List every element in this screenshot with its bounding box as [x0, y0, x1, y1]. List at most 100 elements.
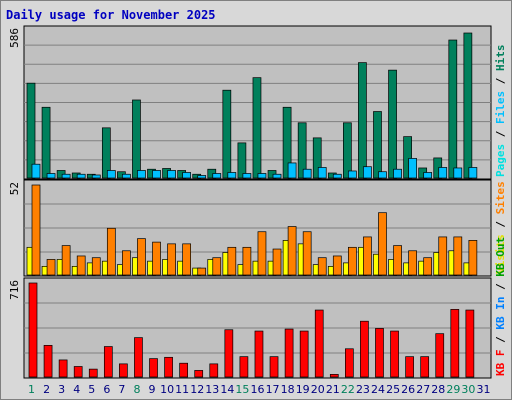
panel-visits-max-label: 52 — [8, 182, 21, 195]
x-tick-label: 30 — [461, 383, 475, 396]
legend-separator: / — [494, 277, 507, 297]
x-tick-label: 18 — [281, 383, 295, 396]
bar-sites-day-28 — [438, 236, 448, 276]
x-tick-label: 22 — [341, 383, 355, 396]
x-tick-label: 24 — [371, 383, 385, 396]
bar-sites-day-22 — [348, 246, 357, 276]
bar-kb-f-day-3 — [58, 359, 68, 378]
bar-sites-day-5 — [91, 257, 101, 276]
x-tick-label: 9 — [149, 383, 156, 396]
bar-files-day-12 — [197, 175, 207, 179]
bar-files-day-30 — [468, 167, 478, 179]
x-tick-label: 10 — [160, 383, 174, 396]
panel-hits: 586 Pages / Files / Hits — [8, 25, 507, 180]
x-tick-label: 13 — [205, 383, 219, 396]
bar-kb-f-day-10 — [164, 356, 173, 378]
bar-hits-day-16 — [252, 77, 262, 179]
bar-kb-f-day-15 — [239, 356, 249, 378]
bar-kb-f-day-24 — [375, 328, 384, 378]
bar-files-day-1 — [31, 163, 41, 179]
bar-kb-f-day-29 — [450, 309, 460, 378]
bar-sites-day-11 — [182, 243, 191, 276]
bar-hits-day-29 — [448, 39, 458, 179]
legend-entry-sites: Sites — [494, 181, 507, 214]
bar-files-day-5 — [91, 174, 101, 179]
bar-kb-f-day-21 — [329, 374, 339, 378]
bar-hits-day-20 — [312, 137, 322, 179]
x-tick-label: 20 — [311, 383, 325, 396]
bar-files-day-14 — [227, 172, 237, 179]
x-tick-label: 31 — [476, 383, 490, 396]
x-tick-label: 6 — [103, 383, 110, 396]
bar-hits-day-25 — [388, 69, 397, 179]
legend-separator: / — [494, 124, 507, 144]
bar-sites-day-23 — [363, 236, 372, 276]
bar-files-day-7 — [122, 173, 131, 179]
bar-sites-day-1 — [31, 184, 41, 276]
legend-separator: / — [494, 330, 507, 350]
bar-kb-f-day-9 — [149, 358, 158, 378]
bar-kb-f-day-28 — [435, 333, 445, 378]
bar-files-day-29 — [453, 167, 463, 179]
bar-hits-day-8 — [132, 99, 141, 179]
x-tick-label: 17 — [266, 383, 280, 396]
x-tick-label: 14 — [220, 383, 234, 396]
bar-sites-day-21 — [332, 255, 342, 276]
bar-kb-f-day-20 — [314, 309, 324, 378]
bar-hits-day-18 — [282, 106, 292, 179]
bar-sites-day-2 — [46, 259, 56, 276]
x-tick-label: 3 — [58, 383, 65, 396]
bar-sites-day-18 — [287, 226, 297, 276]
x-tick-label: 16 — [251, 383, 265, 396]
chart-title: Daily usage for November 2025 — [6, 8, 216, 22]
legend-entry-kb-in: KB In — [494, 297, 507, 330]
bar-files-day-27 — [423, 172, 433, 179]
bar-files-day-15 — [242, 173, 252, 179]
x-tick-label: 11 — [175, 383, 189, 396]
panel-hits-legend: Pages / Files / Hits — [494, 45, 507, 178]
bar-kb-f-day-23 — [360, 320, 369, 378]
bar-sites-day-7 — [122, 250, 131, 276]
bar-kb-f-day-18 — [284, 328, 294, 378]
bar-kb-f-day-12 — [194, 370, 204, 378]
bar-sites-day-4 — [76, 255, 86, 276]
bar-kb-f-day-2 — [43, 345, 53, 378]
x-tick-label: 19 — [296, 383, 310, 396]
legend-entry-hits: Hits — [494, 45, 507, 72]
bar-sites-day-24 — [378, 212, 387, 276]
bar-hits-day-2 — [41, 106, 51, 179]
bar-kb-f-day-14 — [224, 329, 234, 378]
bar-sites-day-8 — [137, 238, 146, 276]
x-tick-label: 2 — [43, 383, 50, 396]
bar-hits-day-30 — [463, 32, 473, 179]
bar-sites-day-13 — [212, 257, 222, 276]
bar-kb-f-day-26 — [405, 356, 414, 378]
bar-files-day-18 — [287, 162, 297, 179]
panel-kbytes-max-label: 716 — [8, 280, 21, 300]
bar-hits-day-19 — [297, 122, 307, 179]
bar-sites-day-27 — [423, 257, 433, 276]
bar-kb-f-day-1 — [28, 282, 38, 378]
x-tick-label: 23 — [356, 383, 370, 396]
bar-files-day-3 — [61, 173, 71, 179]
bar-files-day-10 — [167, 170, 176, 179]
bar-hits-day-6 — [101, 127, 111, 179]
bar-sites-day-25 — [393, 245, 402, 276]
x-tick-label: 28 — [431, 383, 445, 396]
x-tick-label: 5 — [88, 383, 95, 396]
bar-kb-f-day-17 — [269, 356, 279, 378]
bar-sites-day-19 — [302, 231, 312, 276]
bar-sites-day-20 — [317, 257, 327, 276]
bar-kb-f-day-6 — [103, 346, 113, 378]
bar-files-day-13 — [212, 173, 222, 179]
panel-hits-max-label: 586 — [8, 28, 21, 48]
bar-hits-day-14 — [222, 89, 232, 179]
bar-sites-day-10 — [167, 243, 176, 276]
bar-kb-f-day-4 — [73, 366, 83, 378]
x-tick-label: 1 — [28, 383, 35, 396]
bar-sites-day-16 — [257, 231, 267, 276]
bar-files-day-9 — [152, 170, 161, 179]
bar-kb-f-day-13 — [209, 363, 219, 378]
